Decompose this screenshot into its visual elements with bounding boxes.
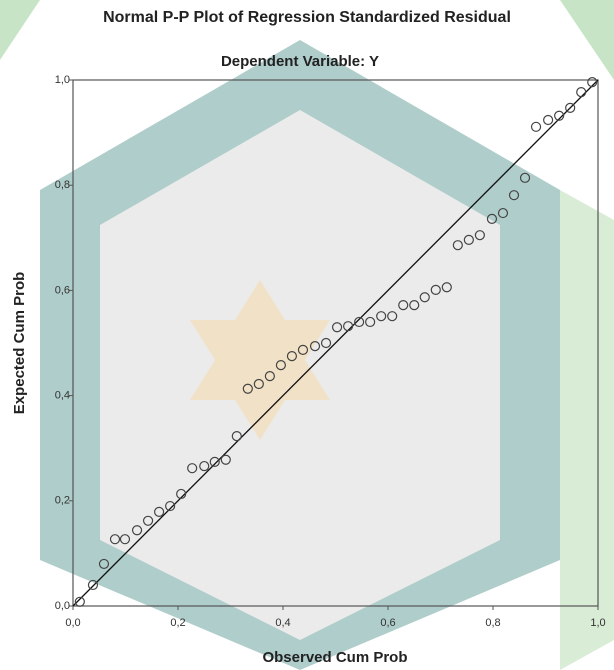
page: {"chart_data": {"type": "scatter", "titl…	[0, 0, 614, 670]
y-tick-label: 0,4	[55, 390, 70, 402]
y-tick-label: 1,0	[55, 74, 70, 86]
watermark	[0, 0, 614, 670]
y-axis-label: Expected Cum Prob	[11, 272, 28, 415]
point	[544, 115, 553, 124]
y-tick-label: 0,8	[55, 179, 70, 191]
chart-subtitle: Dependent Variable: Y	[221, 53, 379, 70]
point	[532, 122, 541, 131]
y-tick-label: 0,6	[55, 284, 70, 296]
point	[577, 88, 586, 97]
chart: Normal P-P Plot of Regression Standardiz…	[0, 0, 614, 670]
y-tick-label: 0,2	[55, 495, 70, 507]
x-tick-label: 1,0	[590, 617, 605, 629]
x-axis-label: Observed Cum Prob	[262, 649, 407, 666]
x-tick-label: 0,8	[485, 617, 500, 629]
x-tick-label: 0,6	[380, 617, 395, 629]
x-tick-label: 0,0	[65, 617, 80, 629]
x-tick-label: 0,2	[170, 617, 185, 629]
x-tick-label: 0,4	[275, 617, 290, 629]
y-tick-label: 0,0	[55, 600, 70, 612]
chart-title: Normal P-P Plot of Regression Standardiz…	[103, 9, 511, 26]
